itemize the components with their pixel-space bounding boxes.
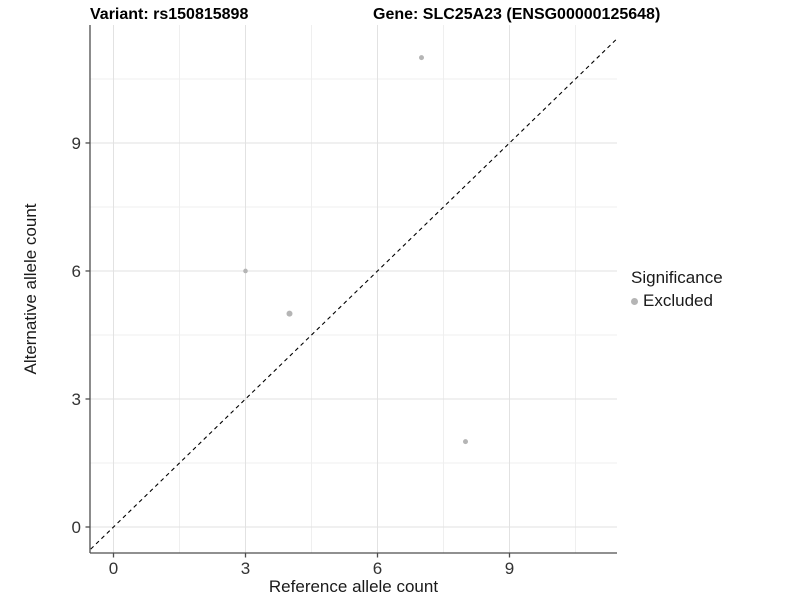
identity-line — [90, 37, 617, 551]
excluded-point-icon — [631, 297, 638, 305]
x-axis-label: Reference allele count — [268, 577, 439, 596]
y-tick-label: 9 — [72, 134, 81, 153]
x-tick-label: 0 — [109, 559, 118, 578]
data-point — [286, 310, 293, 317]
legend-title: Significance — [631, 268, 723, 287]
y-tick-label: 3 — [72, 390, 81, 409]
x-tick-label: 3 — [241, 559, 250, 578]
y-tick-label: 0 — [72, 518, 81, 537]
legend: Significance Excluded — [631, 268, 723, 311]
y-tick-label: 6 — [72, 262, 81, 281]
y-axis-label: Alternative allele count — [21, 203, 40, 375]
plot-title-variant: Variant: rs150815898 — [90, 6, 249, 23]
plot-title-gene: Gene: SLC25A23 (ENSG00000125648) — [373, 6, 661, 23]
data-point — [243, 268, 248, 274]
legend-item-label: Excluded — [643, 291, 713, 310]
data-point — [419, 55, 424, 61]
data-point — [463, 439, 468, 445]
legend-item-excluded: Excluded — [631, 291, 723, 311]
x-tick-label: 6 — [373, 559, 382, 578]
x-tick-label: 9 — [505, 559, 514, 578]
